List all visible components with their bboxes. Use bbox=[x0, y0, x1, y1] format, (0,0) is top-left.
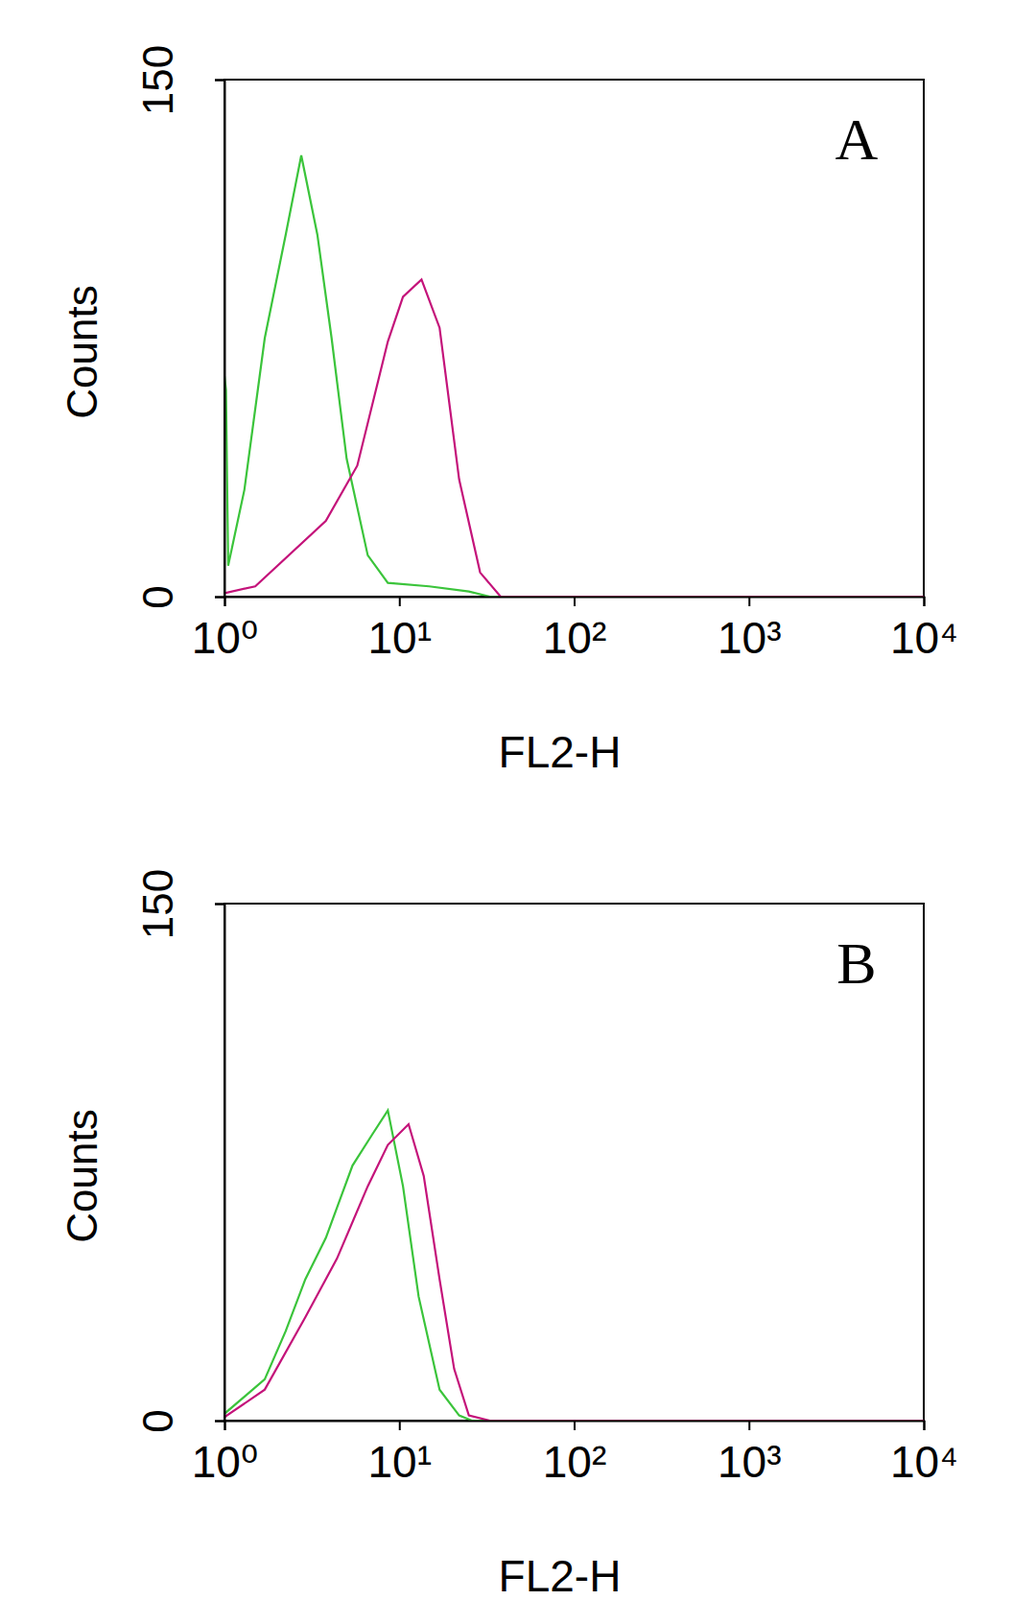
y-tick-label: 0 bbox=[134, 1409, 182, 1433]
chart: 10⁰ 10¹ 10² 10³ 10⁴ 0 150 FL2-H Counts B bbox=[58, 869, 959, 1600]
x-tick-mark bbox=[399, 596, 401, 607]
x-axis-title: FL2-H bbox=[498, 1551, 622, 1600]
y-tick-mark bbox=[214, 1420, 225, 1423]
chart: 10⁰ 10¹ 10² 10³ 10⁴ 0 150 FL2-H Counts A bbox=[58, 45, 959, 777]
y-tick: 150 bbox=[134, 45, 226, 116]
histogram-line bbox=[224, 1110, 924, 1421]
y-tick-label: 0 bbox=[134, 585, 182, 609]
x-tick-label: 10⁴ bbox=[890, 612, 959, 663]
x-tick-label: 10² bbox=[542, 612, 607, 663]
x-tick: 10³ bbox=[717, 596, 781, 663]
plot-area bbox=[224, 155, 924, 597]
x-tick: 10⁰ bbox=[191, 1420, 259, 1487]
page: 10⁰ 10¹ 10² 10³ 10⁴ 0 150 FL2-H Counts A 10⁰ 10¹ 10²… bbox=[0, 0, 1036, 1600]
x-tick-label: 10⁰ bbox=[191, 612, 259, 663]
x-tick: 10⁴ bbox=[890, 596, 959, 663]
x-tick-mark bbox=[573, 596, 576, 607]
histogram-line bbox=[224, 1124, 924, 1421]
y-tick-label: 150 bbox=[134, 45, 182, 116]
plot-frame bbox=[224, 903, 924, 1421]
y-tick: 150 bbox=[134, 869, 226, 940]
panel-label: A bbox=[835, 106, 879, 172]
y-tick: 0 bbox=[134, 585, 226, 609]
x-axis: 10⁰ 10¹ 10² 10³ 10⁴ bbox=[191, 596, 959, 663]
x-tick-label: 10³ bbox=[717, 1436, 781, 1487]
y-tick-mark bbox=[214, 903, 225, 906]
y-tick: 0 bbox=[134, 1409, 226, 1433]
x-tick-label: 10⁴ bbox=[890, 1436, 959, 1487]
histogram-line bbox=[224, 155, 924, 597]
x-tick-mark bbox=[923, 1420, 926, 1431]
y-axis-title: Counts bbox=[58, 284, 106, 419]
x-tick-label: 10¹ bbox=[368, 1436, 432, 1487]
plot-area bbox=[224, 1110, 924, 1421]
x-tick-label: 10¹ bbox=[368, 612, 432, 663]
y-axis: 0 150 bbox=[134, 869, 226, 1434]
x-tick: 10² bbox=[542, 596, 607, 663]
x-tick-label: 10⁰ bbox=[191, 1436, 259, 1487]
y-axis-line bbox=[214, 904, 226, 1422]
plot-frame bbox=[224, 79, 924, 597]
x-tick: 10¹ bbox=[368, 1420, 432, 1487]
x-axis: 10⁰ 10¹ 10² 10³ 10⁴ bbox=[191, 1420, 959, 1487]
y-tick-label: 150 bbox=[134, 869, 182, 940]
x-tick-mark bbox=[399, 1420, 401, 1431]
x-tick-mark bbox=[748, 1420, 751, 1431]
y-tick-mark bbox=[214, 596, 225, 599]
x-tick: 10⁰ bbox=[191, 596, 259, 663]
x-tick: 10² bbox=[542, 1420, 607, 1487]
y-axis: 0 150 bbox=[134, 45, 226, 610]
y-axis-line bbox=[214, 80, 226, 598]
x-tick-mark bbox=[748, 596, 751, 607]
panel-label: B bbox=[836, 930, 876, 996]
x-axis-line bbox=[225, 597, 925, 608]
x-axis-line bbox=[225, 1421, 925, 1432]
x-tick-mark bbox=[573, 1420, 576, 1431]
y-tick-mark bbox=[214, 79, 225, 82]
x-axis-title: FL2-H bbox=[498, 727, 622, 777]
x-tick-label: 10³ bbox=[717, 612, 781, 663]
histogram-line bbox=[224, 279, 924, 597]
x-tick: 10¹ bbox=[368, 596, 432, 663]
x-tick: 10³ bbox=[717, 1420, 781, 1487]
x-tick-label: 10² bbox=[542, 1436, 607, 1487]
x-tick: 10⁴ bbox=[890, 1420, 959, 1487]
x-tick-mark bbox=[923, 596, 926, 607]
y-axis-title: Counts bbox=[58, 1108, 106, 1243]
